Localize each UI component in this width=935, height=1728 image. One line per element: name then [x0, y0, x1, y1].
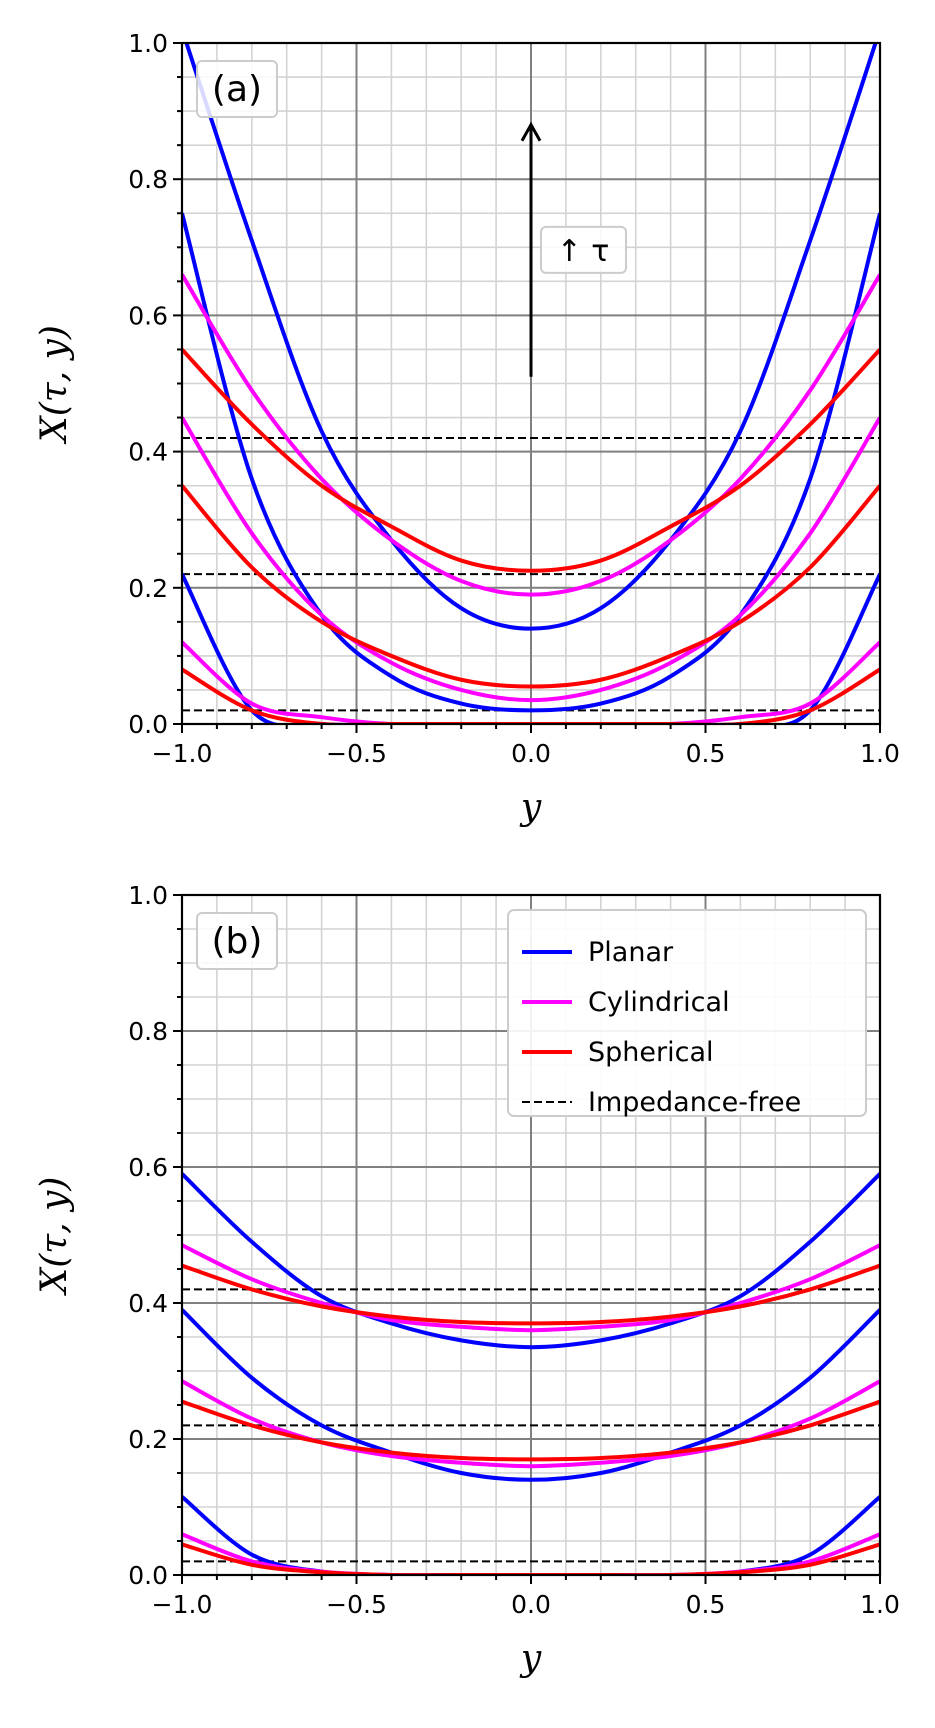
series-line-spherical-8: [182, 348, 880, 573]
y-tick-label: 0.6: [128, 1153, 168, 1182]
x-tick-label: 1.0: [860, 739, 900, 768]
series-line-cylindrical-5: [182, 1243, 880, 1333]
x-tick-label: −1.0: [152, 739, 213, 768]
x-axis-label: y: [519, 1638, 542, 1679]
series-line-cylindrical-5: [182, 273, 880, 597]
x-tick-label: 0.0: [511, 739, 551, 768]
arrow-head: [520, 121, 542, 142]
y-tick-label: 0.4: [128, 438, 168, 467]
y-tick-label: 0.6: [128, 301, 168, 330]
x-tick-label: 0.5: [686, 1590, 726, 1619]
legend-label: Cylindrical: [588, 987, 730, 1018]
series-line-planar-1: [182, 1308, 880, 1482]
series-line-spherical-7: [182, 1399, 880, 1462]
x-tick-label: 0.0: [511, 1590, 551, 1619]
series-line-planar-2: [182, 1172, 880, 1350]
y-tick-label: 0.8: [128, 1017, 168, 1046]
series-line-planar-2: [184, 43, 878, 631]
panel-label: (a): [212, 69, 262, 110]
panel-label-box: [196, 912, 278, 970]
y-tick-label: 0.8: [128, 165, 168, 194]
y-tick-label: 1.0: [128, 29, 168, 58]
series-line-planar-1: [182, 212, 880, 713]
series-line-spherical-6: [182, 667, 880, 724]
chart-panel-b: −1.0 −0.5 0.0 0.5 1.0 0.0 0.2 0.4 0.6 0.8 1.0 y X(τ,…: [34, 881, 900, 1679]
series-group: [182, 1172, 880, 1575]
x-tick-label: −1.0: [152, 1590, 213, 1619]
series-line-spherical-8: [182, 1263, 880, 1326]
x-tick-label: 0.5: [686, 739, 726, 768]
y-axis-label: X(τ, y): [34, 1177, 75, 1297]
chart-panel-a: −1.0 −0.5 0.0 0.5 1.0 0.0 0.2 0.4 0.6 0.8 1.0 y X(τ,…: [34, 29, 900, 828]
x-axis-label: y: [519, 787, 542, 828]
x-tick-label: 1.0: [860, 1590, 900, 1619]
x-tick-label: −0.5: [326, 1590, 387, 1619]
legend-label: Planar: [588, 937, 674, 968]
series-line-spherical-7: [182, 484, 880, 689]
series-line-cylindrical-3: [182, 640, 880, 724]
y-axis-label: X(τ, y): [34, 325, 75, 445]
x-tick-label: −0.5: [326, 739, 387, 768]
legend-label: Impedance-free: [588, 1087, 801, 1118]
y-tick-label: 0.0: [128, 710, 168, 739]
legend: [507, 909, 867, 1117]
annotation-box: [540, 225, 627, 274]
tau-annotation: ↑ τ: [557, 234, 610, 269]
series-line-cylindrical-4: [182, 416, 880, 703]
panel-label-box: [196, 60, 278, 118]
y-tick-label: 0.2: [128, 574, 168, 603]
series-line-spherical-6: [182, 1542, 880, 1575]
series-group: [182, 43, 880, 724]
y-tick-label: 0.0: [128, 1561, 168, 1590]
y-tick-label: 0.4: [128, 1289, 168, 1318]
legend-label: Spherical: [588, 1037, 714, 1068]
y-tick-label: 1.0: [128, 881, 168, 910]
panel-label: (b): [212, 921, 263, 962]
y-tick-label: 0.2: [128, 1425, 168, 1454]
